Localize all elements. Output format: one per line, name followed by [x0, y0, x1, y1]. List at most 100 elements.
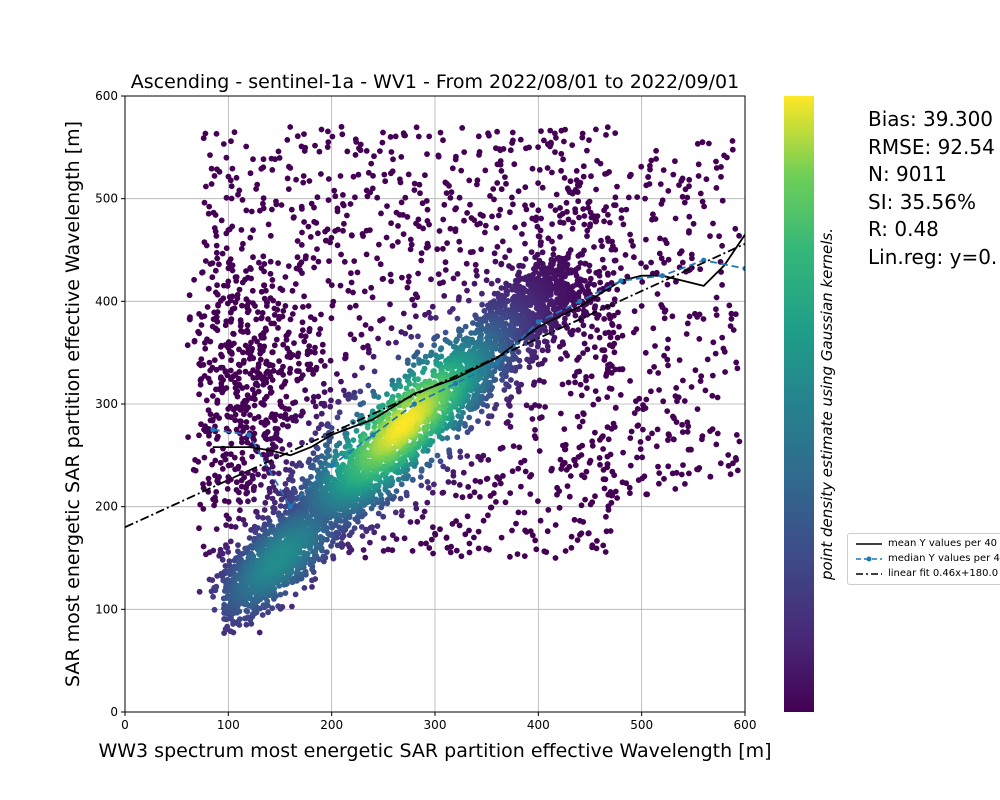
scatter-point: [276, 358, 282, 364]
scatter-point: [298, 375, 304, 382]
scatter-point: [223, 154, 230, 161]
scatter-point: [471, 534, 477, 541]
scatter-point: [228, 138, 234, 145]
scatter-point: [271, 320, 277, 327]
scatter-point: [446, 447, 452, 454]
scatter-point: [449, 165, 456, 172]
scatter-point: [250, 487, 257, 494]
scatter-point: [266, 489, 273, 495]
scatter-point: [578, 392, 585, 399]
scatter-point: [341, 220, 347, 227]
scatter-point: [293, 417, 299, 424]
scatter-point: [269, 167, 276, 173]
scatter-point: [503, 314, 509, 321]
scatter-point: [246, 535, 253, 541]
scatter-point: [233, 479, 240, 486]
scatter-point: [665, 188, 672, 194]
scatter-point: [301, 293, 307, 300]
scatter-point: [466, 414, 473, 421]
scatter-point: [522, 240, 528, 247]
scatter-point: [694, 466, 700, 473]
scatter-point: [211, 502, 218, 509]
scatter-point: [413, 313, 419, 320]
scatter-point: [614, 286, 621, 293]
scatter-point: [431, 342, 438, 349]
scatter-point: [616, 323, 622, 330]
scatter-point: [335, 226, 341, 233]
scatter-point: [275, 325, 281, 331]
scatter-point: [298, 332, 305, 339]
scatter-point: [414, 518, 421, 525]
scatter-point: [438, 353, 445, 360]
scatter-point: [457, 247, 464, 253]
scatter-point: [474, 272, 480, 279]
scatter-point: [283, 459, 290, 465]
scatter-point: [553, 191, 560, 198]
scatter-point: [736, 232, 742, 239]
scatter-point: [581, 221, 588, 228]
scatter-point: [589, 542, 596, 549]
scatter-point: [352, 194, 358, 201]
scatter-point: [213, 242, 220, 249]
scatter-point: [298, 242, 305, 248]
scatter-point: [388, 170, 394, 177]
scatter-point: [498, 168, 505, 174]
scatter-point: [404, 284, 411, 291]
scatter-point: [523, 288, 530, 294]
scatter-point: [459, 125, 466, 131]
scatter-point: [387, 301, 393, 308]
scatter-point: [638, 260, 644, 267]
scatter-point: [619, 479, 626, 486]
scatter-point: [506, 247, 513, 254]
scatter-point: [483, 545, 490, 552]
scatter-point: [201, 313, 208, 319]
scatter-point: [707, 473, 714, 480]
scatter-point: [719, 282, 725, 288]
scatter-point: [420, 369, 426, 375]
scatter-point: [250, 156, 256, 163]
scatter-point: [191, 338, 198, 345]
scatter-point: [714, 430, 721, 437]
scatter-point: [243, 384, 250, 390]
scatter-point: [423, 198, 430, 204]
scatter-point: [591, 344, 598, 351]
scatter-point: [706, 140, 712, 147]
scatter-point: [585, 200, 592, 206]
scatter-point: [421, 508, 428, 515]
scatter-point: [315, 331, 322, 337]
scatter-point: [710, 220, 716, 227]
scatter-point: [288, 206, 295, 213]
scatter-point: [379, 316, 386, 322]
scatter-point: [234, 393, 241, 400]
scatter-point: [451, 479, 457, 486]
scatter-point: [592, 354, 599, 360]
scatter-point: [225, 498, 232, 505]
scatter-point: [436, 228, 443, 234]
scatter-point: [574, 537, 581, 543]
scatter-point: [664, 356, 671, 363]
scatter-point: [240, 359, 247, 366]
scatter-point: [357, 388, 364, 395]
scatter-point: [426, 221, 432, 228]
scatter-point: [515, 509, 522, 516]
scatter-point: [649, 216, 655, 223]
scatter-point: [495, 277, 501, 284]
scatter-point: [313, 366, 319, 373]
scatter-point: [292, 591, 299, 598]
scatter-point: [574, 369, 580, 375]
scatter-point: [639, 454, 646, 461]
scatter-point: [407, 519, 414, 525]
scatter-point: [223, 522, 230, 528]
scatter-point: [380, 535, 387, 541]
scatter-point: [507, 412, 514, 419]
scatter-point: [608, 246, 615, 253]
scatter-point: [461, 217, 467, 224]
scatter-point: [635, 477, 642, 483]
scatter-point: [610, 420, 617, 427]
scatter-point: [603, 528, 610, 535]
scatter-point: [482, 222, 489, 229]
scatter-point: [329, 133, 336, 140]
scatter-point: [515, 385, 522, 392]
scatter-point: [395, 476, 402, 483]
scatter-point: [681, 199, 688, 206]
